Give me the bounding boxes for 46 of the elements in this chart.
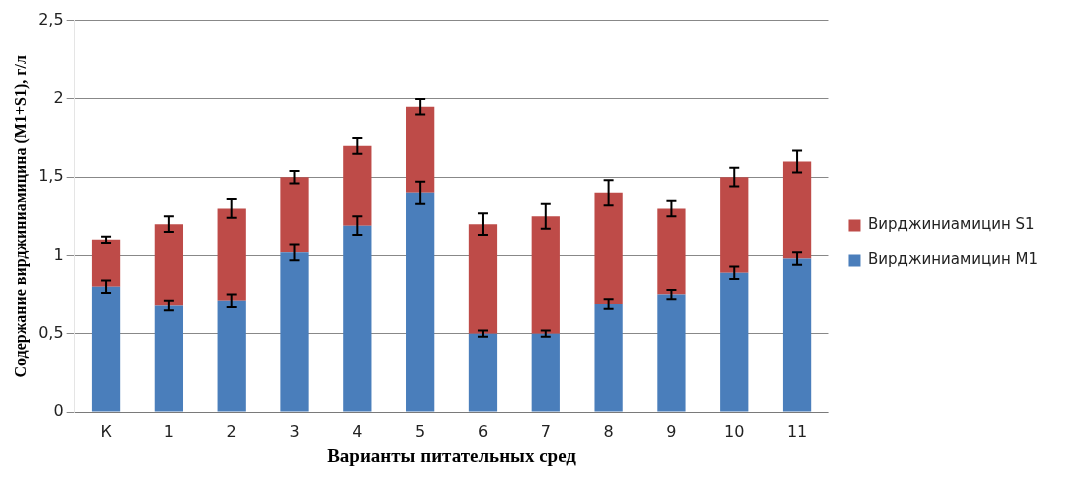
bar (720, 177, 749, 273)
x-tick-label: 8 (603, 421, 614, 441)
bar (406, 106, 435, 193)
bar (343, 145, 372, 226)
bar (154, 224, 184, 306)
bar (594, 192, 623, 304)
x-tick-label: К (100, 421, 113, 441)
bar (657, 294, 686, 412)
bar (91, 286, 121, 412)
bar (468, 333, 498, 412)
y-tick-label: 0,5 (38, 322, 64, 342)
x-tick-label: 4 (352, 421, 363, 441)
bar (782, 161, 812, 259)
bar (280, 177, 309, 253)
x-axis-title: Варианты питательных сред (327, 444, 577, 466)
bar (280, 252, 309, 412)
bar (531, 216, 560, 334)
bar (657, 208, 686, 295)
y-tick-label: 0 (53, 401, 64, 421)
legend-label: Вирджиниамицин S1 (867, 215, 1035, 234)
bar (343, 225, 372, 412)
bar (468, 224, 498, 334)
bar (594, 303, 623, 412)
bar (720, 272, 749, 412)
legend-label: Вирджиниамицин М1 (867, 250, 1039, 269)
y-axis-title: Содержание вирджиниамицина (M1+S1), г/л (11, 55, 30, 378)
x-tick-label: 5 (415, 421, 426, 441)
x-tick-label: 9 (666, 421, 677, 441)
bar (782, 258, 812, 412)
y-tick-label: 1 (53, 244, 64, 264)
bar (91, 239, 121, 287)
x-tick-label: 10 (724, 421, 745, 441)
x-tick-label: 6 (477, 421, 489, 441)
y-tick-label: 2,5 (38, 9, 64, 29)
x-tick-label: 1 (163, 421, 174, 441)
x-tick-label: 11 (786, 421, 808, 441)
x-tick-label: 2 (226, 421, 237, 441)
bar (154, 305, 184, 412)
bar (531, 333, 560, 412)
x-tick-label: 7 (540, 421, 551, 441)
bar (217, 208, 246, 301)
y-tick-label: 2 (53, 88, 64, 108)
x-tick-label: 3 (289, 421, 300, 441)
y-tick-label: 1,5 (38, 166, 64, 186)
bar (217, 300, 246, 412)
bar (406, 192, 435, 412)
